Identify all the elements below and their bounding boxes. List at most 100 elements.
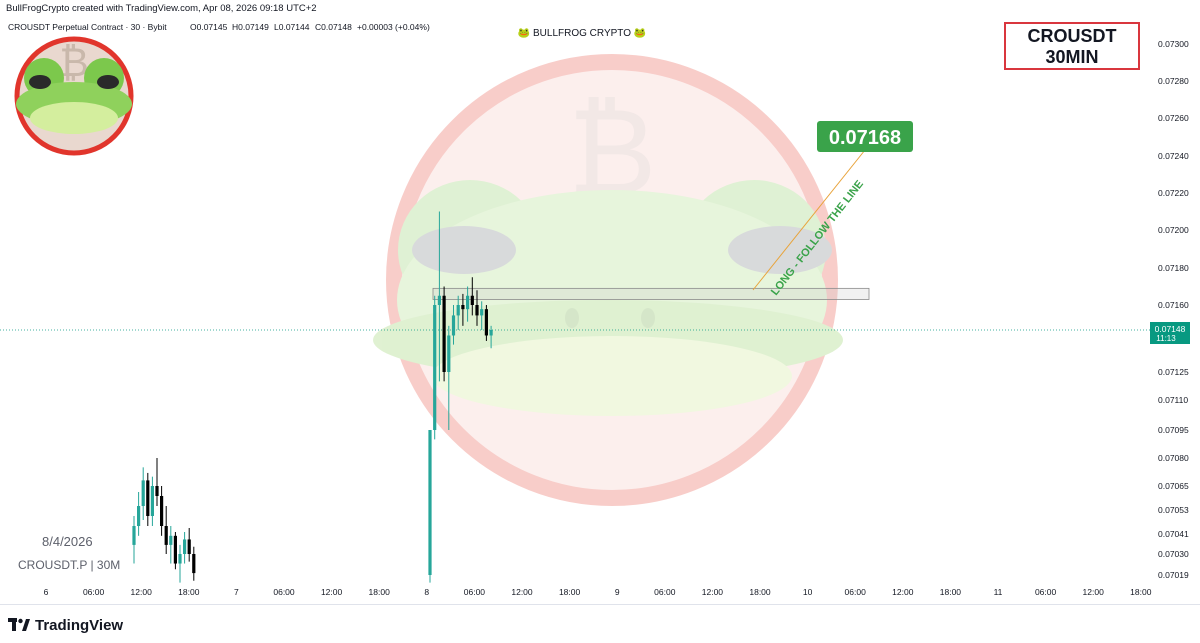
candle[interactable] (164, 506, 168, 554)
plot-area[interactable] (0, 211, 1150, 583)
time-axis-label: 18:00 (369, 587, 391, 597)
time-axis-label: 18:00 (940, 587, 962, 597)
candle[interactable] (146, 472, 150, 526)
candle[interactable] (484, 305, 488, 341)
time-axis-label: 12:00 (511, 587, 533, 597)
bitcoin-logo-icon: ₿ (59, 40, 89, 86)
candle-body (155, 486, 159, 496)
candle[interactable] (187, 528, 191, 562)
candle[interactable] (466, 286, 470, 322)
time-axis-label: 12:00 (702, 587, 724, 597)
legend-symbol: CROUSDT Perpetual Contract · 30 · Bybit (8, 22, 167, 32)
candle-body (428, 430, 432, 575)
target-value: 0.07168 (829, 127, 901, 149)
candle[interactable] (447, 325, 451, 430)
candle[interactable] (173, 532, 177, 570)
candle[interactable] (183, 532, 187, 564)
legend-low: L0.07144 (274, 22, 310, 32)
candle-body (164, 526, 168, 545)
candle[interactable] (470, 277, 474, 316)
price-axis-label: 0.07019 (1158, 570, 1189, 580)
candle[interactable] (456, 295, 460, 330)
time-axis-label: 11 (994, 587, 1003, 597)
candle[interactable] (461, 293, 465, 326)
candle-body (173, 535, 177, 564)
price-axis-label: 0.07065 (1158, 481, 1189, 491)
candle[interactable] (137, 492, 141, 536)
time-axis-label: 6 (44, 587, 49, 597)
chart-canvas[interactable]: ₿ 🐸 BULLFROG CRYPTO 🐸 CROUSDT Perpetual … (0, 18, 1200, 604)
candle-body (187, 539, 191, 554)
time-axis[interactable]: 6 06:00 12:00 18:00 7 06:00 12:00 18:00 8 06:00 12… (44, 587, 1152, 597)
price-axis-label: 0.07260 (1158, 113, 1189, 123)
price-axis-label: 0.07280 (1158, 76, 1189, 86)
time-axis-label: 10 (803, 587, 813, 597)
candle-body (475, 305, 479, 316)
price-axis-label: 0.07053 (1158, 505, 1189, 515)
candle[interactable] (155, 458, 159, 506)
time-axis-label: 06:00 (845, 587, 867, 597)
candle-body (146, 480, 150, 516)
candle[interactable] (451, 305, 456, 345)
candle[interactable] (178, 544, 182, 583)
time-axis-label: 06:00 (464, 587, 486, 597)
candle[interactable] (150, 476, 154, 526)
candle-body (141, 480, 145, 506)
candle-body (484, 309, 488, 336)
candle[interactable] (428, 430, 432, 583)
time-axis-label: 06:00 (654, 587, 676, 597)
price-axis-label: 0.07110 (1158, 395, 1188, 405)
candle-body (150, 486, 154, 516)
candle-body (160, 496, 164, 526)
candle-body (489, 330, 493, 336)
price-axis[interactable]: 0.07300 0.07280 0.07260 0.07240 0.07220 0.072… (1158, 39, 1189, 580)
candle[interactable] (192, 546, 196, 581)
candle[interactable] (141, 467, 145, 520)
tradingview-brand[interactable]: TradingView (8, 615, 123, 635)
resistance-zone[interactable] (432, 287, 870, 300)
candle-body (169, 535, 173, 545)
candle-body (442, 295, 446, 372)
time-axis-label: 12:00 (131, 587, 153, 597)
candle-body (447, 335, 451, 372)
candle-body (470, 295, 474, 305)
candle-body (433, 305, 437, 430)
price-axis-label: 0.07095 (1158, 425, 1189, 435)
price-axis-label: 0.07125 (1158, 367, 1189, 377)
time-axis-label: 06:00 (273, 587, 295, 597)
price-axis-label: 0.07300 (1158, 39, 1189, 49)
time-axis-label: 8 (424, 587, 429, 597)
legend-open: O0.07145 (190, 22, 228, 32)
legend-high: H0.07149 (232, 22, 269, 32)
watermark-title: 🐸 BULLFROG CRYPTO 🐸 (518, 27, 646, 39)
ohlc-legend: CROUSDT Perpetual Contract · 30 · Bybit … (8, 22, 430, 32)
symbol-box-line1: CROUSDT (1027, 26, 1117, 46)
price-axis-label: 0.07220 (1158, 188, 1189, 198)
candle-body (456, 305, 460, 316)
time-axis-label: 12:00 (321, 587, 343, 597)
legend-change: +0.00003 (+0.04%) (357, 22, 430, 32)
created-with-caption: BullFrogCrypto created with TradingView.… (6, 3, 317, 14)
candle[interactable] (442, 286, 446, 382)
price-axis-label: 0.07030 (1158, 549, 1189, 559)
candle[interactable] (489, 325, 493, 349)
tradingview-brand-text: TradingView (35, 616, 124, 634)
time-axis-label: 18:00 (178, 587, 200, 597)
candle-body (451, 315, 456, 336)
candle[interactable] (437, 211, 441, 382)
candle[interactable] (433, 295, 437, 440)
tradingview-logo-icon (8, 618, 30, 631)
candle-body (132, 526, 136, 545)
time-axis-label: 06:00 (83, 587, 105, 597)
bullfrog-logo: ₿ (14, 36, 134, 156)
candle-body (480, 309, 484, 316)
candle[interactable] (160, 486, 164, 536)
candle[interactable] (132, 516, 136, 564)
candle[interactable] (169, 526, 173, 564)
candle[interactable] (475, 290, 479, 326)
price-axis-label: 0.07041 (1158, 529, 1189, 539)
follow-line[interactable] (752, 149, 866, 291)
chart-ticker-stamp: CROUSDT.P | 30M (18, 558, 120, 572)
price-axis-label: 0.07080 (1158, 453, 1189, 463)
candle[interactable] (480, 301, 484, 330)
